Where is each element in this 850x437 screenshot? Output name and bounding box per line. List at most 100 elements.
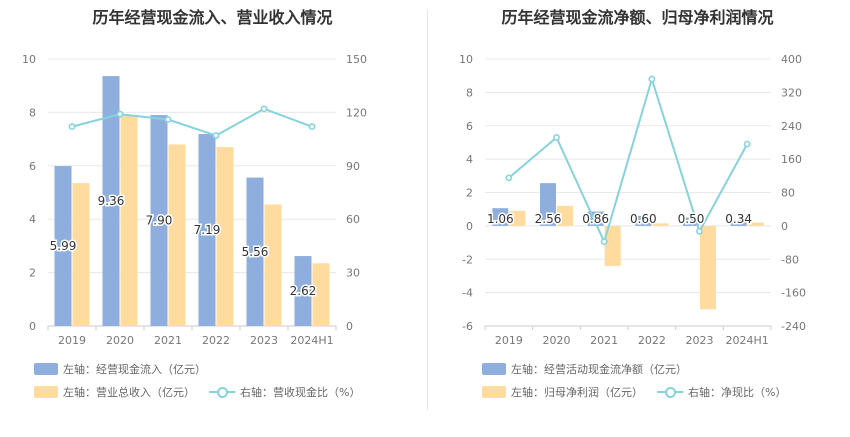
x-tick-label: 2022 — [638, 334, 666, 347]
y-left-tick-label: 6 — [29, 160, 36, 173]
bar-series-1 — [198, 134, 216, 326]
line-point — [743, 140, 751, 148]
left-chart-svg: 0 2 4 6 8 10 0 30 60 90 120 150 2019 2020 2021 2022 2023… — [22, 53, 367, 347]
line-point — [553, 134, 560, 141]
y-left-tick-label: 2 — [466, 187, 473, 200]
bar-series-1 — [246, 177, 264, 326]
y-left-tick-label: -6 — [462, 320, 473, 333]
x-tick-label: 2021 — [590, 334, 618, 347]
y-right-tick-label: 240 — [781, 120, 802, 133]
bar-series-1 — [492, 208, 509, 226]
line-point — [68, 123, 76, 131]
y-right-tick-label: -80 — [781, 253, 799, 266]
y-right-tick-label: 30 — [346, 267, 360, 280]
legend-swatch-orange — [34, 386, 58, 398]
y-right-tick-label: 0 — [781, 220, 788, 233]
y-right-tick-label: 150 — [346, 53, 367, 66]
bar-series-1 — [102, 76, 120, 326]
bar-series-1 — [683, 217, 699, 226]
y-left-tick-label: 10 — [459, 53, 473, 66]
bar-series-1 — [730, 220, 747, 226]
bar-data-label: 0.60 — [630, 212, 657, 226]
y-left-tick-label: 0 — [29, 320, 36, 333]
bar-series-2 — [652, 223, 669, 226]
bar-data-label: 1.06 — [487, 212, 514, 226]
line-point — [164, 116, 172, 123]
right-chart-svg: -6 -4 -2 0 2 4 6 8 10 -240 -160 -80 0 80 160 240 320 400 2… — [459, 53, 806, 347]
left-chart-title: 历年经营现金流入、营业收入情况 — [92, 8, 333, 27]
y-right-tick-label: 90 — [346, 160, 360, 173]
line-point — [505, 174, 513, 182]
bar-series-1 — [635, 215, 652, 226]
bar-data-label: 7.19 — [194, 223, 221, 237]
line-point — [696, 227, 703, 235]
x-tick-label: 2022 — [202, 334, 230, 347]
legend-item-revenue-cash-ratio[interactable]: 右轴：营收现金比（%） — [209, 384, 360, 400]
bar-data-label: 0.50 — [678, 212, 705, 226]
legend-item-operating-cash-inflow[interactable]: 左轴：经营现金流入（亿元） — [34, 361, 206, 377]
y-left-tick-label: 0 — [466, 220, 473, 233]
legend-item-net-cash-ratio[interactable]: 右轴：净现比（%） — [657, 384, 786, 400]
y-left-tick-label: 6 — [466, 120, 473, 133]
bar-data-label: 9.36 — [98, 194, 125, 208]
y-right-tick-label: 120 — [346, 106, 367, 119]
y-left-tick-label: 2 — [29, 267, 36, 280]
legend-swatch-blue — [34, 363, 58, 375]
x-tick-label: 2020 — [106, 334, 134, 347]
bar-series-2 — [216, 147, 234, 326]
y-left-tick-label: 10 — [22, 53, 36, 66]
legend-item-net-operating-cash-flow[interactable]: 左轴：经营活动现金流净额（亿元） — [482, 361, 687, 377]
panel-divider — [427, 10, 428, 410]
line-point — [116, 110, 124, 118]
bar-data-label: 7.90 — [146, 214, 173, 228]
y-right-tick-label: -240 — [781, 320, 806, 333]
y-left-tick-label: 8 — [466, 86, 473, 99]
right-chart-panel: 历年经营现金流净额、归母净利润情况 -6 -4 -2 0 2 4 6 8 10 -240 -160-… — [425, 0, 850, 437]
right-chart-title: 历年经营现金流净额、归母净利润情况 — [501, 8, 774, 27]
y-right-tick-label: 160 — [781, 153, 802, 166]
x-tick-label: 2023 — [686, 334, 714, 347]
legend-swatch-blue — [482, 363, 506, 375]
line-series — [71, 107, 313, 137]
y-right-tick-label: 60 — [346, 213, 360, 226]
bar-series-2 — [264, 204, 282, 326]
left-legend-row-1: 左轴：经营现金流入（亿元） — [34, 361, 220, 377]
line-point — [308, 123, 316, 131]
line-point — [648, 75, 656, 83]
y-left-tick-label: 8 — [29, 106, 36, 119]
bar-series-2 — [700, 225, 716, 310]
bar-series-1 — [150, 115, 168, 326]
y-left-tick-label: -2 — [462, 253, 473, 266]
bar-data-label: 2.62 — [290, 284, 317, 298]
line-point — [212, 132, 220, 139]
y-left-tick-label: 4 — [466, 153, 473, 166]
legend-label: 左轴：经营现金流入（亿元） — [63, 363, 206, 376]
line-point — [600, 238, 608, 246]
legend-label: 左轴：经营活动现金流净额（亿元） — [511, 363, 687, 376]
bar-data-label: 0.34 — [725, 212, 752, 226]
bar-series-2 — [72, 183, 90, 326]
legend-swatch-orange — [482, 386, 506, 398]
x-tick-label: 2024H1 — [290, 334, 333, 347]
legend-label: 右轴：营收现金比（%） — [240, 386, 361, 399]
legend-line-marker-icon — [209, 386, 235, 398]
bar-series-1 — [294, 256, 312, 326]
y-right-tick-label: 400 — [781, 53, 802, 66]
legend-label: 左轴：归母净利润（亿元） — [511, 386, 643, 399]
bar-series-2 — [747, 222, 764, 226]
x-tick-label: 2019 — [58, 334, 86, 347]
bar-data-label: 2.56 — [535, 212, 562, 226]
right-legend-row-1: 左轴：经营活动现金流净额（亿元） — [482, 361, 701, 377]
y-right-tick-label: 80 — [781, 187, 795, 200]
bar-series-2 — [120, 115, 138, 326]
bar-series-2 — [509, 210, 526, 226]
bar-series-1 — [54, 166, 72, 326]
legend-item-total-revenue[interactable]: 左轴：营业总收入（亿元） — [34, 384, 195, 400]
y-right-tick-label: 320 — [781, 86, 802, 99]
x-tick-label: 2020 — [543, 334, 571, 347]
x-tick-label: 2021 — [154, 334, 182, 347]
legend-item-net-profit[interactable]: 左轴：归母净利润（亿元） — [482, 384, 643, 400]
legend-line-marker-icon — [657, 386, 683, 398]
bar-series-2 — [557, 205, 573, 226]
bar-data-label: 5.56 — [242, 245, 269, 259]
